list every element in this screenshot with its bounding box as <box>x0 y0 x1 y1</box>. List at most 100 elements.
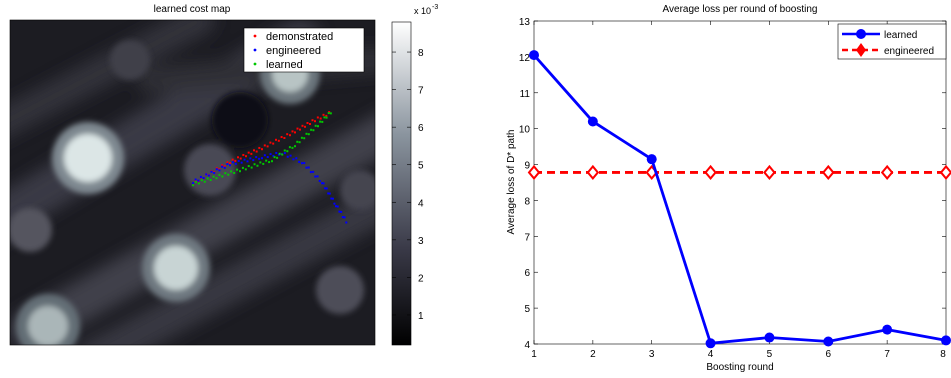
path-learned-point <box>323 116 326 119</box>
x-tick-label: 6 <box>826 349 832 360</box>
path-engineered-point <box>223 166 226 169</box>
colorbar-tick-label: 4 <box>418 198 424 209</box>
path-engineered-point <box>333 202 336 205</box>
path-demonstrated-point <box>272 142 275 145</box>
path-demonstrated-point <box>242 153 245 156</box>
path-engineered-point <box>322 182 325 185</box>
path-engineered-point <box>327 192 330 195</box>
path-learned-point <box>273 156 276 159</box>
path-engineered-point <box>229 164 231 167</box>
path-demonstrated-point <box>316 116 319 119</box>
path-demonstrated-point <box>286 133 289 136</box>
path-demonstrated-point <box>291 130 294 133</box>
path-demonstrated-point <box>231 158 234 161</box>
path-engineered-point <box>192 182 194 185</box>
point-engineered <box>763 164 776 181</box>
legend-label-series-learned: learned <box>884 30 917 41</box>
legend-label-engineered: engineered <box>266 45 321 57</box>
path-learned-point <box>291 146 294 149</box>
y-tick-label: 6 <box>524 268 530 279</box>
path-engineered-point <box>338 210 341 213</box>
path-learned-point <box>227 173 230 176</box>
path-engineered-point <box>261 157 263 160</box>
x-tick-label: 1 <box>531 349 537 360</box>
path-demonstrated-point <box>275 138 277 141</box>
point-engineered <box>821 164 835 181</box>
path-learned-point <box>262 162 265 165</box>
path-demonstrated-point <box>269 141 272 144</box>
path-learned-point <box>312 129 315 132</box>
path-engineered-point <box>340 210 343 213</box>
linechart-legend: learned engineered <box>837 23 947 60</box>
path-learned-point <box>250 166 253 169</box>
path-learned-point <box>265 159 268 162</box>
path-engineered-point <box>286 155 289 158</box>
point-learned <box>705 338 716 349</box>
path-demonstrated-point <box>234 159 237 162</box>
path-engineered-point <box>210 170 213 173</box>
x-tick-label: 4 <box>708 349 714 360</box>
path-learned-point <box>303 137 306 140</box>
legend-marker-learned-circle <box>856 29 866 39</box>
path-learned-point <box>224 172 227 175</box>
x-tick-label: 7 <box>884 349 890 360</box>
costmap-title: learned cost map <box>154 4 231 15</box>
path-engineered-point <box>243 158 246 161</box>
path-engineered-point <box>307 166 310 169</box>
path-learned-point <box>259 161 262 164</box>
path-engineered-point <box>275 151 278 154</box>
path-engineered-point <box>202 177 205 180</box>
path-demonstrated-point <box>218 168 221 171</box>
x-tick-label: 8 <box>940 349 946 360</box>
path-learned-point <box>276 156 279 159</box>
x-tick-label: 2 <box>590 349 596 360</box>
legend-marker-engineered-diamond <box>856 43 866 57</box>
point-learned <box>823 336 834 347</box>
costmap-frame <box>9 19 376 346</box>
path-demonstrated-point <box>255 150 258 153</box>
path-learned-point <box>212 175 215 178</box>
path-learned-point <box>286 150 289 153</box>
path-engineered-point <box>301 162 303 165</box>
path-learned-point <box>203 180 206 183</box>
y-tick-label: 13 <box>519 17 531 28</box>
path-learned-point <box>233 171 236 174</box>
path-learned-point <box>294 145 296 148</box>
path-learned-point <box>244 168 247 171</box>
path-demonstrated-point <box>306 122 309 124</box>
path-learned-point <box>206 177 209 180</box>
path-demonstrated-point <box>245 155 247 158</box>
path-learned-point <box>327 112 330 115</box>
legend-label-learned: learned <box>266 59 303 71</box>
path-learned-point <box>305 132 308 135</box>
path-engineered-point <box>240 161 243 164</box>
path-demonstrated-point <box>289 134 291 137</box>
path-engineered-point <box>226 163 229 166</box>
path-engineered-point <box>305 166 308 169</box>
path-engineered-point <box>328 192 331 195</box>
path-engineered-point <box>213 171 216 174</box>
path-demonstrated-point <box>322 113 325 116</box>
path-learned-point <box>221 175 224 178</box>
path-engineered-point <box>205 173 208 176</box>
path-engineered-point <box>330 197 333 200</box>
linechart-title: Average loss per round of boosting <box>663 4 818 15</box>
path-engineered-point <box>331 197 334 200</box>
path-engineered-point <box>237 159 240 162</box>
path-engineered-point <box>309 171 312 174</box>
path-learned-point <box>300 136 303 139</box>
path-demonstrated-point <box>311 119 314 122</box>
path-engineered-point <box>246 160 249 163</box>
legend-label-demonstrated: demonstrated <box>266 31 333 43</box>
linechart-ylabel: Average loss of D* path <box>506 130 517 235</box>
path-learned-point <box>218 173 221 176</box>
path-demonstrated-point <box>299 128 301 131</box>
path-engineered-point <box>234 162 237 165</box>
x-tick-label: 3 <box>649 349 655 360</box>
path-engineered-point <box>255 156 258 159</box>
path-demonstrated-point <box>294 131 296 134</box>
point-engineered <box>880 164 894 181</box>
path-learned-point <box>321 120 324 123</box>
path-learned-point <box>236 168 239 171</box>
